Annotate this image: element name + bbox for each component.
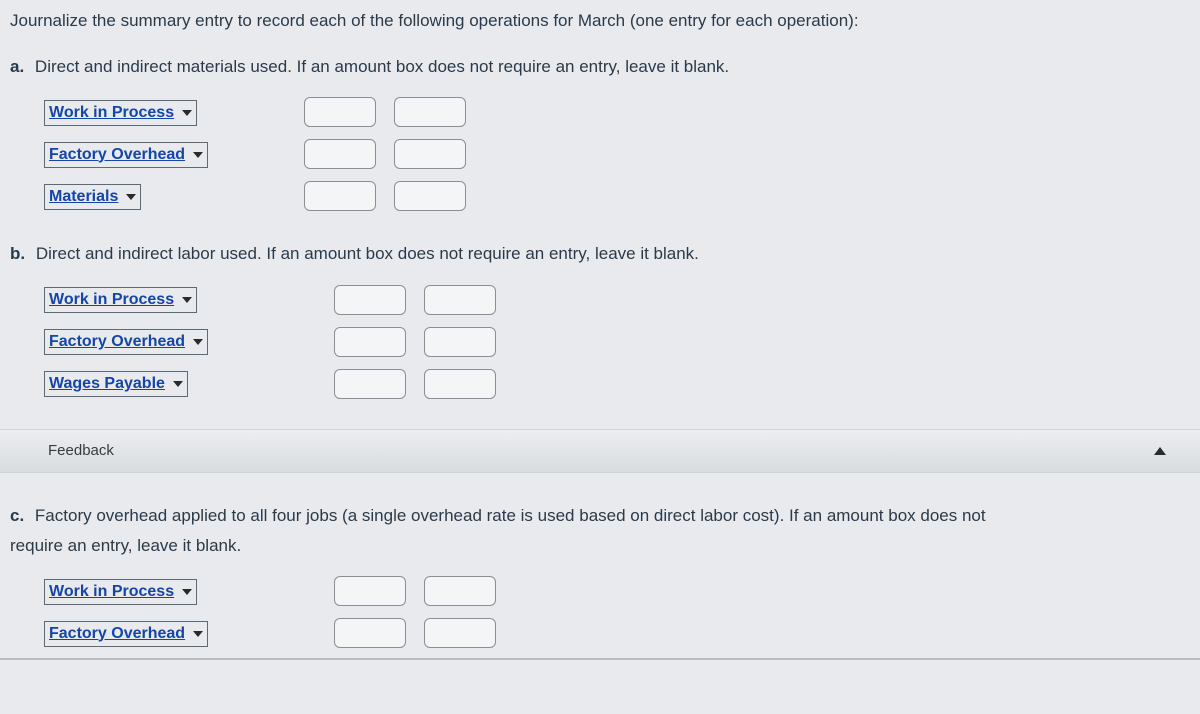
account-dropdown[interactable]: Materials — [44, 184, 141, 210]
table-row: Factory Overhead — [44, 618, 1190, 648]
account-dropdown-label: Factory Overhead — [49, 143, 191, 167]
debit-input[interactable] — [304, 181, 376, 211]
chevron-down-icon — [193, 152, 203, 158]
section-b-label: b. — [10, 244, 25, 263]
section-a: a. Direct and indirect materials used. I… — [10, 54, 1190, 212]
account-dropdown[interactable]: Factory Overhead — [44, 621, 208, 647]
credit-input[interactable] — [424, 327, 496, 357]
debit-input[interactable] — [334, 369, 406, 399]
feedback-bar[interactable]: Feedback — [0, 429, 1200, 474]
section-a-label: a. — [10, 57, 24, 76]
chevron-down-icon — [182, 297, 192, 303]
section-c: c. Factory overhead applied to all four … — [10, 503, 1190, 648]
chevron-down-icon — [173, 381, 183, 387]
credit-input[interactable] — [424, 576, 496, 606]
chevron-down-icon — [193, 339, 203, 345]
chevron-down-icon — [182, 110, 192, 116]
credit-input[interactable] — [394, 181, 466, 211]
account-dropdown[interactable]: Wages Payable — [44, 371, 188, 397]
account-dropdown-label: Factory Overhead — [49, 330, 191, 354]
chevron-down-icon — [182, 589, 192, 595]
section-b-text: Direct and indirect labor used. If an am… — [36, 244, 699, 263]
divider — [0, 658, 1200, 660]
chevron-down-icon — [126, 194, 136, 200]
credit-input[interactable] — [424, 369, 496, 399]
account-dropdown-label: Work in Process — [49, 580, 180, 604]
section-c-text-2: require an entry, leave it blank. — [10, 533, 1190, 559]
chevron-up-icon — [1154, 447, 1166, 455]
debit-input[interactable] — [334, 285, 406, 315]
account-dropdown[interactable]: Work in Process — [44, 100, 197, 126]
table-row: Work in Process — [44, 97, 1190, 127]
account-dropdown[interactable]: Work in Process — [44, 287, 197, 313]
feedback-label: Feedback — [48, 440, 114, 463]
chevron-down-icon — [193, 631, 203, 637]
account-dropdown-label: Materials — [49, 185, 124, 209]
account-dropdown[interactable]: Factory Overhead — [44, 142, 208, 168]
table-row: Work in Process — [44, 576, 1190, 606]
section-b: b. Direct and indirect labor used. If an… — [10, 241, 1190, 399]
debit-input[interactable] — [334, 327, 406, 357]
section-c-label: c. — [10, 506, 24, 525]
table-row: Wages Payable — [44, 369, 1190, 399]
table-row: Materials — [44, 181, 1190, 211]
debit-input[interactable] — [304, 139, 376, 169]
debit-input[interactable] — [334, 618, 406, 648]
account-dropdown[interactable]: Work in Process — [44, 579, 197, 605]
account-dropdown-label: Work in Process — [49, 288, 180, 312]
section-c-text: Factory overhead applied to all four job… — [35, 506, 986, 525]
debit-input[interactable] — [304, 97, 376, 127]
account-dropdown-label: Factory Overhead — [49, 622, 191, 646]
table-row: Factory Overhead — [44, 327, 1190, 357]
account-dropdown-label: Wages Payable — [49, 372, 171, 396]
table-row: Work in Process — [44, 285, 1190, 315]
table-row: Factory Overhead — [44, 139, 1190, 169]
account-dropdown-label: Work in Process — [49, 101, 180, 125]
credit-input[interactable] — [394, 97, 466, 127]
credit-input[interactable] — [424, 285, 496, 315]
credit-input[interactable] — [394, 139, 466, 169]
instructions-text: Journalize the summary entry to record e… — [10, 8, 1190, 34]
credit-input[interactable] — [424, 618, 496, 648]
account-dropdown[interactable]: Factory Overhead — [44, 329, 208, 355]
section-a-text: Direct and indirect materials used. If a… — [35, 57, 729, 76]
debit-input[interactable] — [334, 576, 406, 606]
